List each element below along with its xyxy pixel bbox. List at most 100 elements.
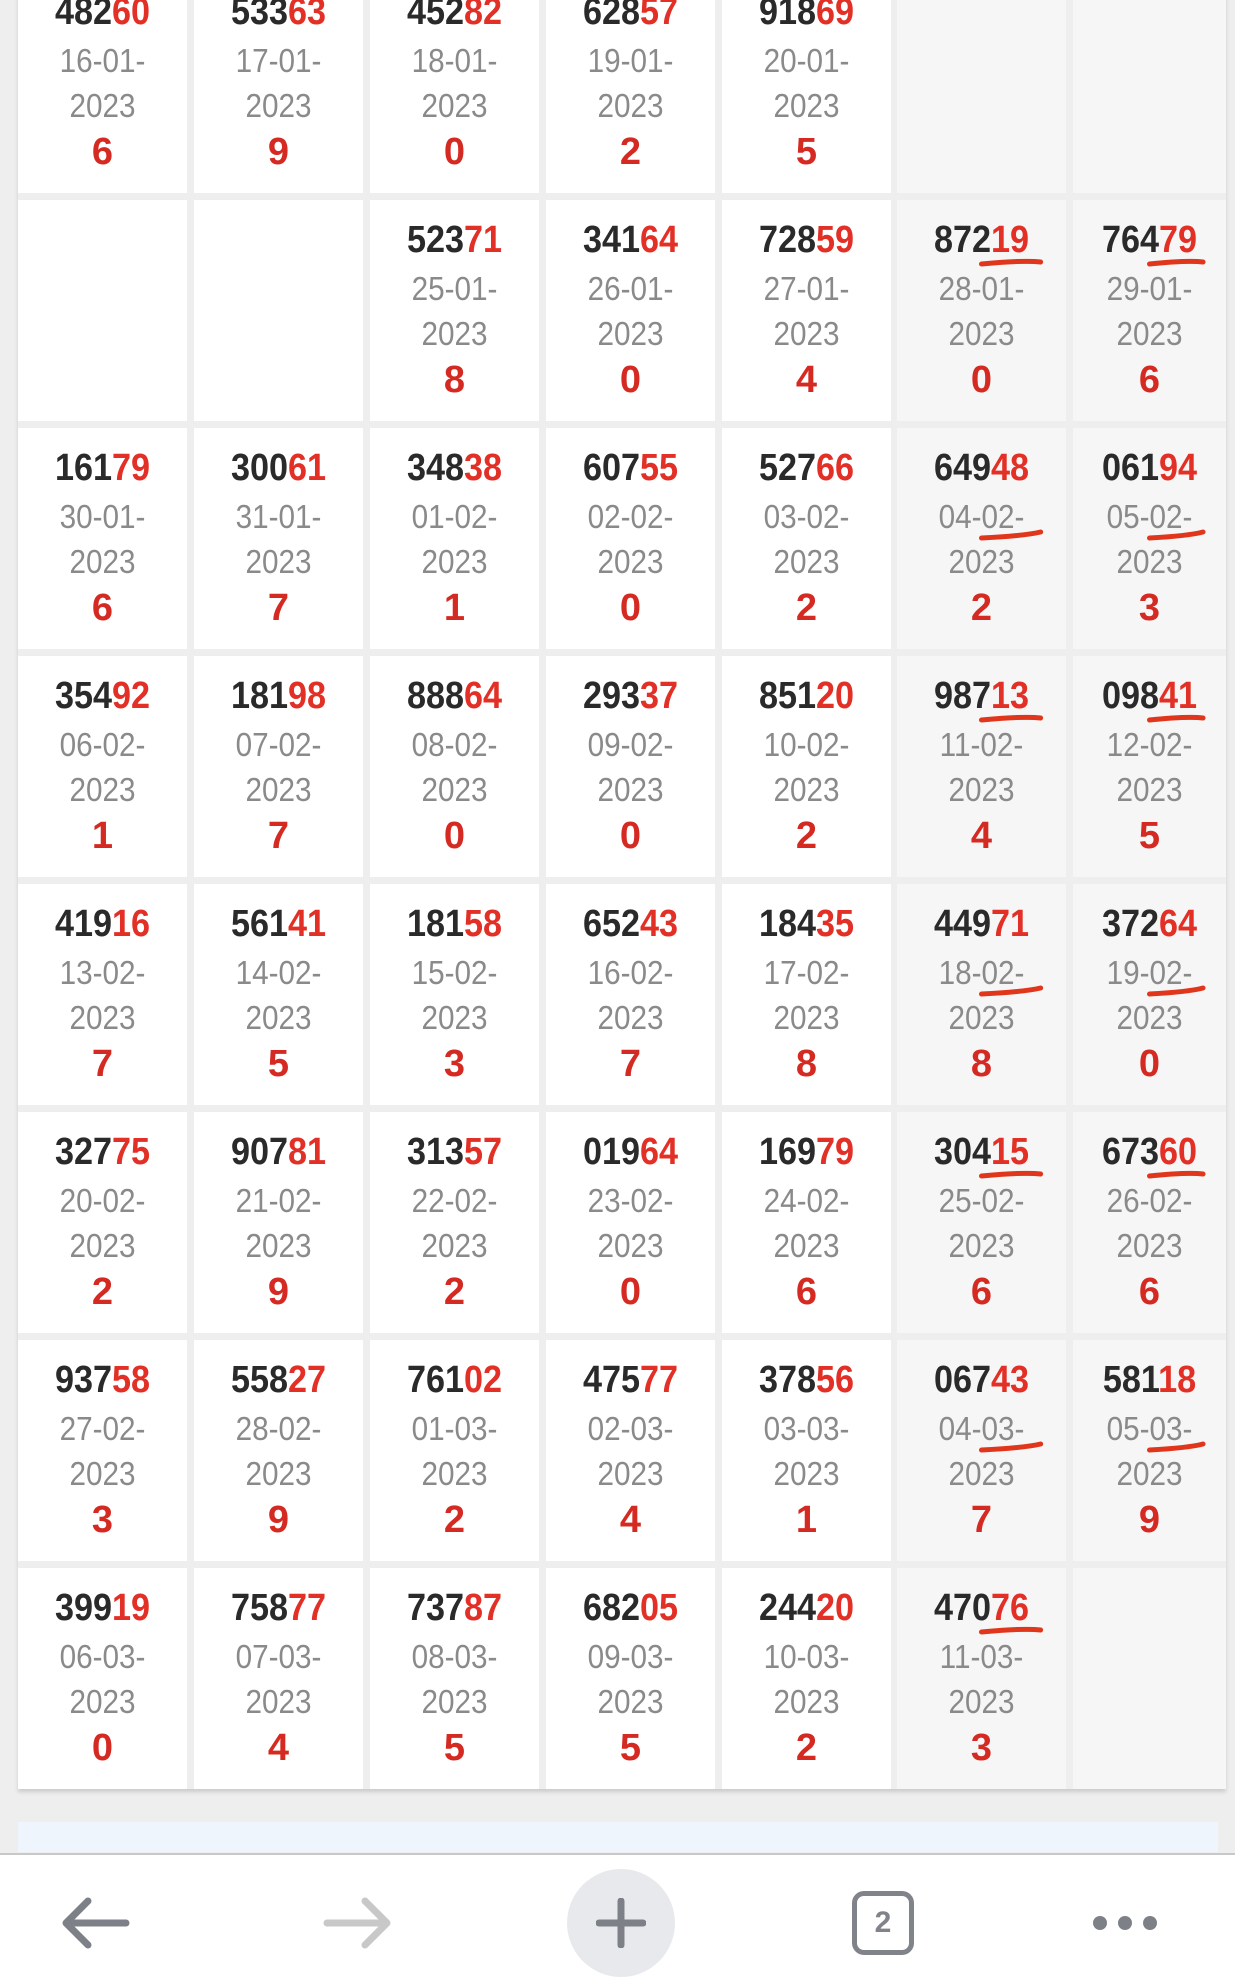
result-cell: 34164 26-01- 2023 0 [546,200,715,421]
number-tail: 76 [991,1587,1030,1629]
result-date: 30-01- 2023 [26,494,178,584]
number-tail: 35 [816,903,855,945]
number-tail: 15 [991,1131,1030,1173]
new-tab-button[interactable] [567,1869,675,1977]
date-year: 2023 [597,1227,664,1264]
date-year: 2023 [597,87,664,124]
result-cell: 34838 01-02- 2023 1 [370,428,539,649]
number-tail: 69 [816,0,855,33]
date-day-month: 24-02- [763,1182,850,1219]
date-day-month: 04-03- [938,1410,1025,1447]
date-year: 2023 [948,1683,1015,1720]
number-head: 470 [933,1587,992,1629]
date-day-month: 06-02- [59,726,146,763]
number-head: 523 [406,219,465,261]
number-tail: 57 [640,0,679,33]
result-cell: 39919 06-03- 2023 0 [18,1568,187,1789]
result-date: 12-02- 2023 [1081,722,1219,812]
date-year: 2023 [69,87,136,124]
date-day-month: 25-01- [411,270,498,307]
result-date: 17-02- 2023 [730,950,882,1040]
result-date: 15-02- 2023 [378,950,530,1040]
result-cell: 06743 04-03- 2023 7 [897,1340,1066,1561]
result-cell: 52766 03-02- 2023 2 [722,428,891,649]
result-digit: 0 [619,359,642,401]
date-year: 2023 [597,315,664,352]
number-head: 475 [582,1359,641,1401]
number-tail: 41 [288,903,327,945]
result-date: 17-01- 2023 [202,38,354,128]
date-day-month: 30-01- [59,498,146,535]
result-cell: 37856 03-03- 2023 1 [722,1340,891,1561]
date-year: 2023 [948,1227,1015,1264]
date-day-month: 03-02- [763,498,850,535]
result-date: 25-01- 2023 [378,266,530,356]
result-digit: 2 [443,1499,466,1541]
result-cell: 76479 29-01- 2023 6 [1073,200,1226,421]
number-head: 304 [933,1131,992,1173]
number-tail: 81 [288,1131,327,1173]
result-number: 29337 [554,676,706,716]
date-year: 2023 [773,1683,840,1720]
result-date: 03-03- 2023 [730,1406,882,1496]
result-number: 67360 [1081,1132,1219,1172]
date-year: 2023 [421,1227,488,1264]
back-button[interactable] [50,1883,140,1963]
result-date: 28-01- 2023 [905,266,1057,356]
result-number: 35492 [26,676,178,716]
date-day-month: 06-03- [59,1638,146,1675]
number-tail: 02 [464,1359,503,1401]
result-number: 32775 [26,1132,178,1172]
result-cell: 85120 10-02- 2023 2 [722,656,891,877]
number-tail: 64 [640,219,679,261]
result-digit: 1 [91,815,114,857]
results-calendar-table: 48260 16-01- 2023 6 53363 17-01- 2023 9 45282 18-… [18,0,1226,1789]
result-digit: 7 [267,815,290,857]
result-number: 76102 [378,1360,530,1400]
result-date: 27-02- 2023 [26,1406,178,1496]
number-tail: 82 [464,0,503,33]
result-date: 03-02- 2023 [730,494,882,584]
result-cell: 47076 11-03- 2023 3 [897,1568,1066,1789]
result-digit: 9 [267,1271,290,1313]
result-cell: 98713 11-02- 2023 4 [897,656,1066,877]
result-date: 13-02- 2023 [26,950,178,1040]
result-number: 37856 [730,1360,882,1400]
result-date: 10-02- 2023 [730,722,882,812]
result-number: 93758 [26,1360,178,1400]
number-head: 067 [933,1359,992,1401]
number-head: 527 [758,447,817,489]
number-tail: 75 [112,1131,151,1173]
forward-button[interactable] [313,1883,403,1963]
result-digit: 2 [970,587,993,629]
date-day-month: 13-02- [59,954,146,991]
result-cell: 62857 19-01- 2023 2 [546,0,715,193]
result-cell: 18198 07-02- 2023 7 [194,656,363,877]
number-tail: 66 [816,447,855,489]
number-tail: 41 [1159,675,1198,717]
result-cell: 16979 24-02- 2023 6 [722,1112,891,1333]
result-number: 37264 [1081,904,1219,944]
menu-button[interactable] [1080,1883,1170,1963]
date-year: 2023 [773,315,840,352]
result-number: 01964 [554,1132,706,1172]
result-date: 08-02- 2023 [378,722,530,812]
result-cell: 47577 02-03- 2023 4 [546,1340,715,1561]
result-date: 07-02- 2023 [202,722,354,812]
result-number: 34838 [378,448,530,488]
date-day-month: 11-03- [939,1638,1024,1675]
number-head: 737 [406,1587,465,1629]
result-date: 25-02- 2023 [905,1178,1057,1268]
date-year: 2023 [773,1227,840,1264]
date-day-month: 20-01- [763,42,850,79]
result-digit: 9 [267,1499,290,1541]
result-date: 07-03- 2023 [202,1634,354,1724]
empty-cell [18,200,187,421]
tabs-button[interactable]: 2 [838,1883,928,1963]
number-tail: 37 [640,675,679,717]
result-date: 19-01- 2023 [554,38,706,128]
result-date: 21-02- 2023 [202,1178,354,1268]
number-tail: 92 [112,675,151,717]
date-year: 2023 [421,999,488,1036]
page-footer-strip [18,1822,1218,1852]
